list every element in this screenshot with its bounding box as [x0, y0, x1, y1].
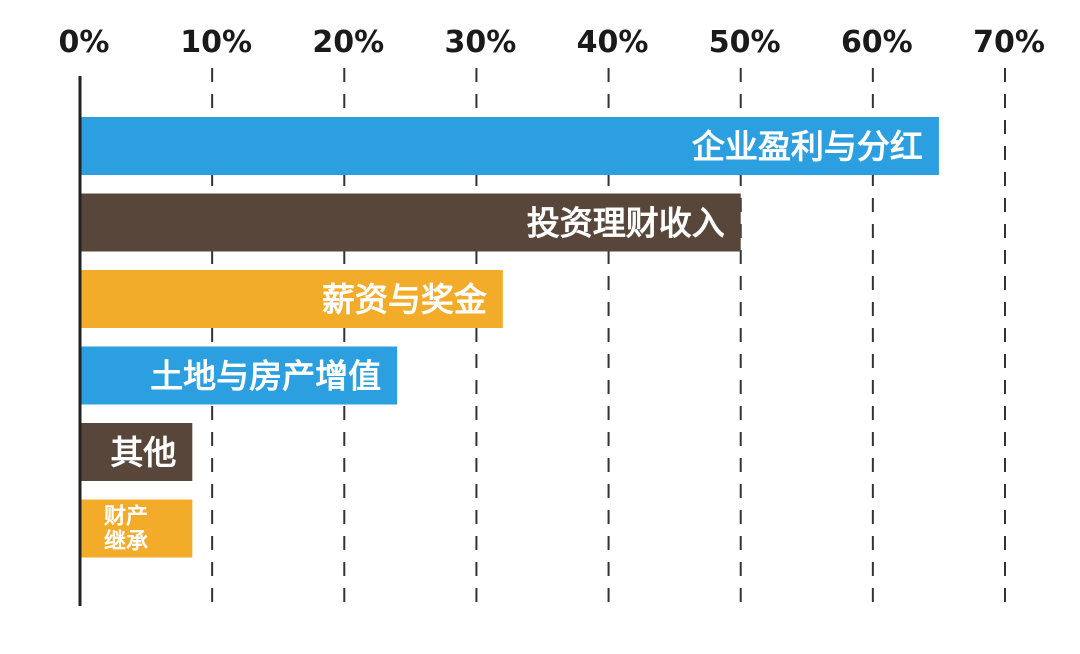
bar [80, 270, 503, 328]
bar [80, 423, 193, 481]
bar [80, 193, 741, 252]
bar [80, 117, 939, 175]
x-tick-label: 70% [973, 25, 1045, 60]
x-tick-label: 0% [59, 25, 110, 60]
bar-category-label: 土地与房产增值 [150, 357, 381, 396]
x-tick-label: 60% [841, 25, 913, 60]
x-tick-label: 40% [577, 25, 649, 60]
x-tick-labels: 0% 10% 20% 30% 40% 50% 60% 70% [59, 25, 1045, 60]
x-tick-label: 30% [445, 25, 517, 60]
bar-category-label: 薪资与奖金 [322, 280, 488, 319]
bar-category-label: 其他 [110, 433, 176, 472]
bar-category-label: 财产继承 [104, 505, 148, 555]
x-tick-label: 50% [709, 25, 781, 60]
bar-category-label: 投资理财收入 [527, 204, 725, 243]
x-tick-label: 20% [312, 25, 384, 60]
bar [80, 499, 193, 558]
bars [80, 117, 939, 558]
bar-category-label: 企业盈利与分红 [692, 127, 923, 166]
x-tick-label: 10% [180, 25, 252, 60]
bar [80, 346, 398, 405]
